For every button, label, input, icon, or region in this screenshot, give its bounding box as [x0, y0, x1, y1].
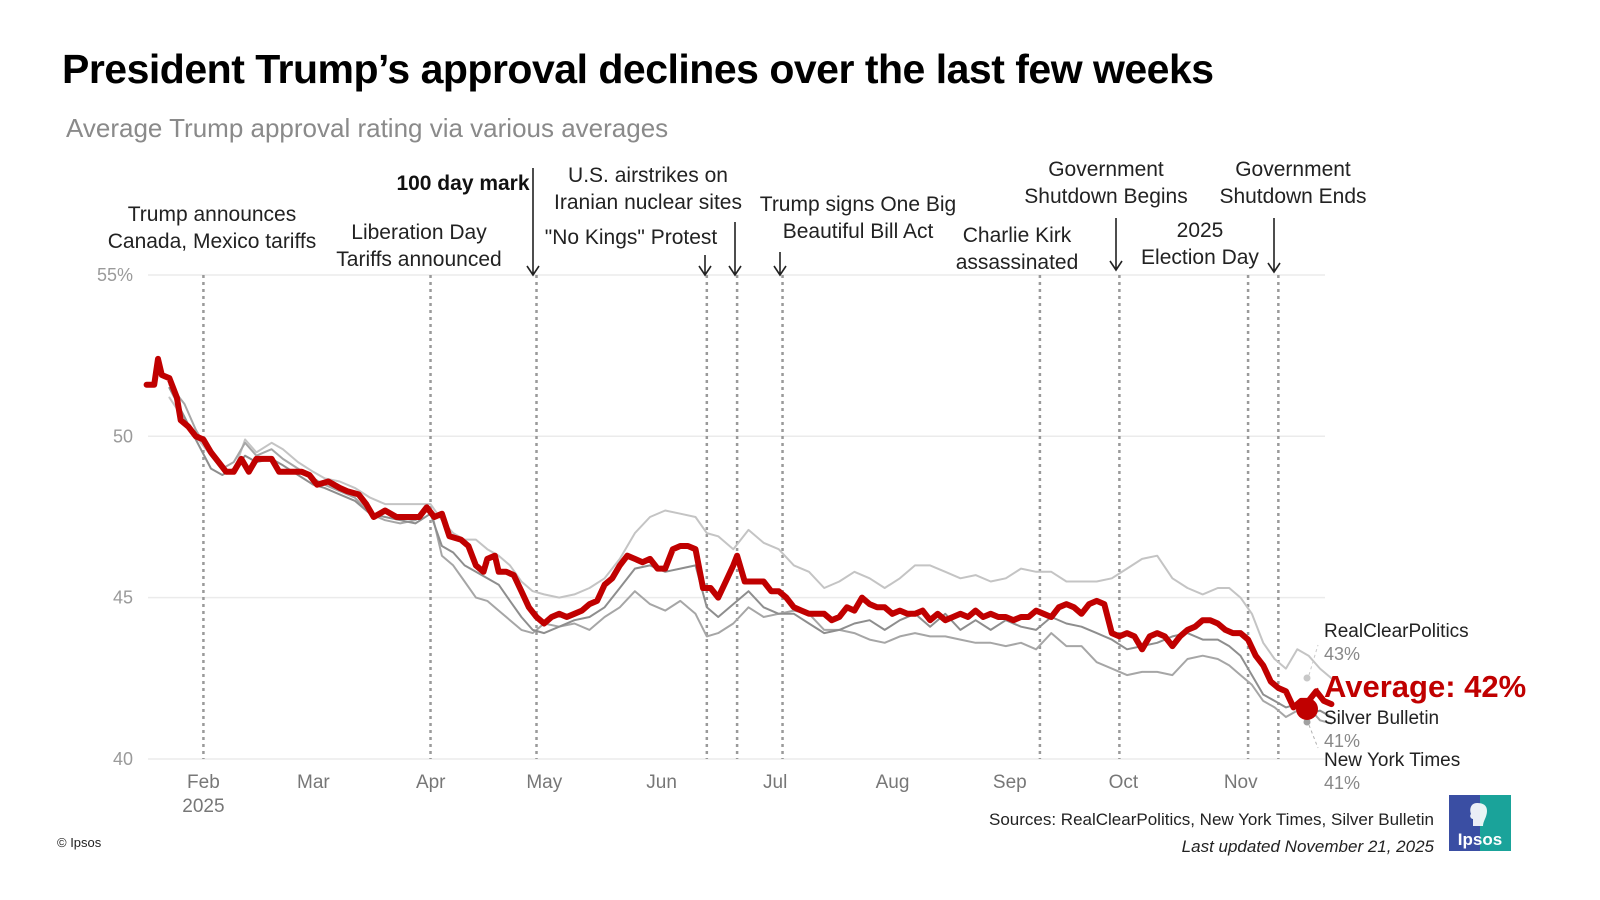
arrow-down-icon	[526, 168, 540, 277]
event-label: "No Kings" Protest	[545, 226, 718, 249]
event-label: Tariffs announced	[336, 248, 501, 271]
event-label: Shutdown Ends	[1219, 185, 1366, 208]
event-label: 100 day mark	[396, 172, 529, 195]
chart-subtitle: Average Trump approval rating via variou…	[66, 113, 669, 143]
event-label: Government	[1048, 158, 1164, 181]
series-line-new-york-times	[168, 383, 1333, 725]
x-tick-sublabel: 2025	[182, 796, 224, 817]
event-label: Beautiful Bill Act	[783, 220, 934, 243]
y-tick-label: 50	[113, 426, 133, 446]
event-marker: Charlie Kirk assassinated	[956, 224, 1079, 759]
nyt-endpoint	[1303, 718, 1311, 726]
series-lines	[143, 355, 1335, 726]
rcp-endpoint	[1303, 674, 1311, 682]
event-label: Iranian nuclear sites	[554, 191, 742, 214]
logo-head-icon	[1470, 803, 1487, 826]
event-label: 2025	[1177, 219, 1224, 242]
rcp-label: RealClearPolitics	[1324, 621, 1469, 642]
ipsos-logo: Ipsos	[1449, 795, 1511, 851]
average-leader-line	[1310, 687, 1319, 701]
x-tick-label: Mar	[297, 772, 330, 793]
x-axis-ticks: Feb 2025 Mar Apr May Jun Jul Aug Sep Oct Nov	[182, 772, 1258, 817]
series-line-average	[143, 355, 1335, 711]
event-label: Government	[1235, 158, 1351, 181]
nyt-value: 41%	[1324, 773, 1360, 793]
sources-note: Sources: RealClearPolitics, New York Tim…	[988, 810, 1434, 829]
event-marker: "No Kings" Protest	[545, 226, 718, 759]
copyright-note: © Ipsos	[57, 835, 102, 850]
event-label: assassinated	[956, 251, 1079, 274]
last-updated-note: Last updated November 21, 2025	[1181, 837, 1434, 856]
x-tick-label: Jun	[646, 772, 677, 793]
x-tick-label: Jul	[763, 772, 787, 793]
x-tick-label: Nov	[1224, 772, 1258, 793]
rcp-leader-line	[1308, 644, 1319, 676]
event-markers: Trump announces Canada, Mexico tariffs Lib…	[108, 158, 1367, 759]
x-tick-label: Apr	[416, 772, 446, 793]
x-tick-label: Sep	[993, 772, 1027, 793]
y-tick-label: 45	[113, 588, 133, 608]
x-tick-label: Aug	[876, 772, 910, 793]
event-label: Trump announces	[128, 203, 296, 226]
y-tick-label: 40	[113, 749, 133, 769]
event-marker: Trump signs One Big Beautiful Bill Act	[760, 193, 956, 759]
arrow-down-icon	[773, 252, 787, 277]
arrow-down-icon	[698, 255, 712, 277]
nyt-leader-line	[1308, 724, 1319, 749]
event-label: Canada, Mexico tariffs	[108, 230, 317, 253]
event-marker: 2025 Election Day	[1141, 219, 1259, 759]
event-label: Charlie Kirk	[963, 224, 1072, 247]
series-line-realclearpolitics	[168, 396, 1333, 680]
arrow-down-icon	[728, 222, 742, 277]
average-label: Average: 42%	[1324, 669, 1526, 704]
event-marker: Government Shutdown Ends	[1219, 158, 1367, 759]
nyt-label: New York Times	[1324, 750, 1460, 771]
event-marker: U.S. airstrikes on Iranian nuclear sites	[554, 164, 742, 759]
silver-label: Silver Bulletin	[1324, 708, 1439, 729]
event-label: U.S. airstrikes on	[568, 164, 728, 187]
logo-text: Ipsos	[1458, 830, 1502, 849]
x-tick-label: Feb	[187, 772, 220, 793]
arrow-down-icon	[1109, 218, 1123, 272]
event-label: Shutdown Begins	[1024, 185, 1187, 208]
silver-value: 41%	[1324, 731, 1360, 751]
event-marker: 100 day mark	[396, 168, 540, 759]
event-marker: Trump announces Canada, Mexico tariffs	[108, 203, 317, 759]
x-tick-label: Oct	[1109, 772, 1139, 793]
event-marker: Liberation Day Tariffs announced	[336, 221, 502, 759]
event-label: Trump signs One Big	[760, 193, 956, 216]
y-axis-ticks: 55% 50 45 40	[97, 265, 133, 769]
event-label: Liberation Day	[351, 221, 487, 244]
event-label: Election Day	[1141, 246, 1259, 269]
event-marker: Government Shutdown Begins	[1024, 158, 1188, 759]
x-tick-label: May	[526, 772, 562, 793]
average-endpoint	[1296, 698, 1318, 720]
arrow-down-icon	[1267, 218, 1281, 274]
rcp-value: 43%	[1324, 644, 1360, 664]
chart-title: President Trump’s approval declines over…	[62, 46, 1214, 92]
series-line-silver-bulletin	[168, 386, 1333, 718]
y-tick-label: 55%	[97, 265, 133, 285]
